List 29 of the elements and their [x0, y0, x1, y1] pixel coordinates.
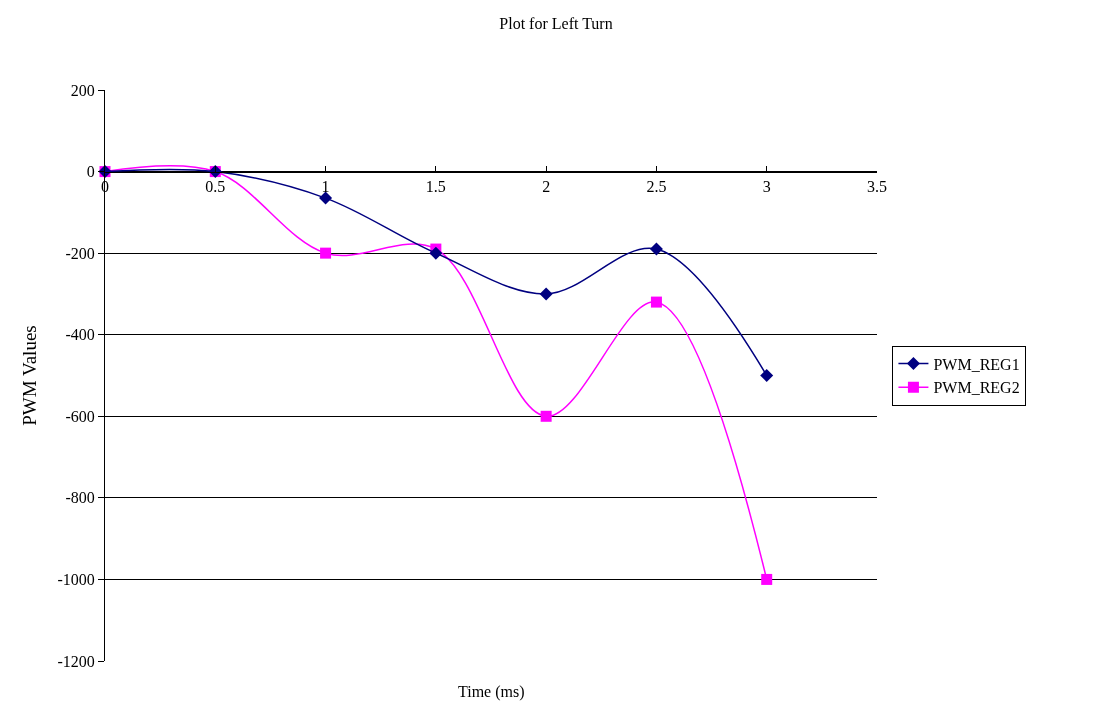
x-tick-label: 3	[762, 177, 771, 195]
point	[320, 247, 332, 259]
y-tick-label: 0	[86, 163, 95, 181]
point	[429, 246, 443, 260]
legend-label: PWM_REG2	[933, 379, 1020, 397]
x-axis-title: Time (ms)	[458, 683, 525, 701]
x-tick-label: 2	[542, 177, 551, 195]
legend-label: PWM_REG1	[933, 355, 1020, 373]
point	[760, 369, 774, 382]
y-tick-label: -1000	[57, 571, 95, 589]
point	[319, 191, 333, 205]
y-tick-label: -600	[65, 407, 95, 425]
y-tick-label: -1200	[57, 652, 95, 670]
point	[761, 573, 773, 585]
point	[539, 287, 553, 301]
point	[540, 410, 552, 422]
x-tick-label: 1.5	[425, 177, 446, 195]
y-tick-label: -400	[65, 326, 95, 344]
y-axis-title: PWM Values	[19, 325, 41, 426]
x-tick-label: 2.5	[646, 177, 667, 195]
x-tick-label: 0.5	[205, 177, 226, 195]
y-tick-label: -200	[65, 244, 95, 262]
point	[649, 242, 663, 256]
x-tick-label: 3.5	[867, 177, 887, 195]
y-tick-label: -800	[65, 489, 95, 507]
y-tick-label: 200	[70, 81, 95, 99]
chart-title: Plot for Left Turn	[499, 15, 613, 33]
point	[650, 296, 662, 308]
x-tick-label: 1	[321, 177, 330, 195]
